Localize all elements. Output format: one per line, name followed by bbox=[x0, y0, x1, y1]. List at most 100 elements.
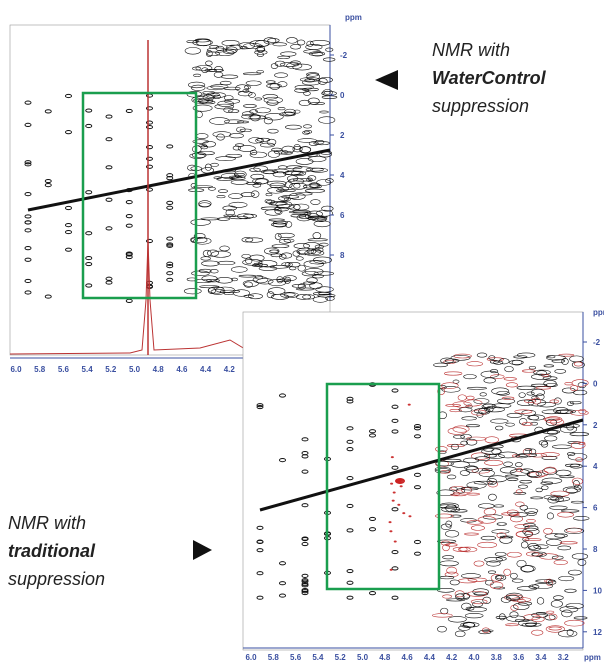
contour bbox=[567, 452, 588, 461]
peak bbox=[301, 541, 309, 547]
contour bbox=[312, 232, 322, 240]
contour bbox=[452, 425, 470, 433]
contour bbox=[481, 627, 490, 633]
contour bbox=[318, 116, 336, 124]
contour bbox=[305, 167, 324, 172]
contour bbox=[235, 84, 249, 92]
contour bbox=[442, 544, 450, 552]
contour bbox=[509, 611, 519, 618]
contour bbox=[266, 83, 282, 89]
peak bbox=[369, 433, 376, 438]
x-tick-label: 4.4 bbox=[424, 653, 436, 662]
x-tick-label: 3.6 bbox=[513, 653, 525, 662]
contour bbox=[549, 399, 560, 404]
peak bbox=[390, 456, 394, 459]
peak bbox=[166, 261, 174, 266]
contour bbox=[470, 452, 491, 460]
contour bbox=[543, 364, 555, 368]
contour bbox=[239, 46, 248, 50]
contour bbox=[482, 596, 492, 604]
contour bbox=[524, 508, 539, 514]
contour bbox=[573, 361, 583, 367]
contour bbox=[505, 382, 518, 388]
contour bbox=[232, 145, 241, 151]
contour bbox=[540, 452, 560, 458]
contour bbox=[224, 98, 241, 104]
peak bbox=[256, 525, 264, 530]
contour bbox=[559, 425, 578, 434]
contour bbox=[442, 594, 453, 599]
contour bbox=[255, 107, 271, 114]
contour bbox=[531, 616, 545, 623]
contour bbox=[554, 368, 567, 374]
peak bbox=[346, 580, 354, 585]
x-tick-label: 5.2 bbox=[335, 653, 347, 662]
contour bbox=[450, 486, 466, 491]
contour bbox=[250, 149, 258, 156]
contour bbox=[480, 535, 497, 541]
contour bbox=[232, 289, 250, 297]
contour bbox=[445, 404, 461, 407]
peak bbox=[408, 515, 412, 518]
contour bbox=[544, 416, 563, 424]
contour bbox=[229, 133, 244, 139]
contour bbox=[447, 616, 467, 623]
contour bbox=[290, 44, 302, 50]
peak bbox=[24, 191, 32, 197]
peak bbox=[391, 566, 399, 571]
peak bbox=[146, 145, 153, 150]
contour bbox=[279, 62, 299, 67]
peak bbox=[85, 123, 93, 129]
contour bbox=[532, 583, 553, 589]
contour bbox=[277, 232, 295, 239]
peak bbox=[85, 231, 93, 236]
x-tick-label: 4.6 bbox=[402, 653, 414, 662]
contour bbox=[258, 266, 278, 271]
contour bbox=[295, 192, 313, 196]
peak bbox=[65, 205, 72, 211]
contour bbox=[267, 128, 279, 134]
contour bbox=[210, 288, 226, 295]
x-tick-label: 6.0 bbox=[245, 653, 257, 662]
contour bbox=[568, 569, 582, 576]
contour bbox=[497, 398, 516, 404]
contour bbox=[187, 81, 206, 89]
contour bbox=[322, 89, 333, 97]
contour bbox=[561, 609, 573, 618]
peak bbox=[24, 290, 32, 295]
contour bbox=[283, 275, 297, 282]
contour bbox=[202, 140, 216, 148]
contour bbox=[450, 514, 462, 518]
contour bbox=[303, 124, 312, 129]
contour bbox=[558, 353, 575, 357]
contour bbox=[206, 51, 220, 57]
contour bbox=[450, 493, 467, 497]
peak bbox=[346, 396, 354, 401]
contour bbox=[436, 489, 455, 497]
contour bbox=[543, 379, 557, 387]
contour bbox=[464, 613, 484, 619]
contour bbox=[553, 595, 564, 601]
contour bbox=[222, 48, 237, 54]
contour bbox=[256, 278, 274, 285]
peak bbox=[146, 238, 153, 244]
peak bbox=[125, 254, 133, 260]
contour bbox=[323, 90, 331, 95]
contour bbox=[540, 481, 554, 485]
contour bbox=[524, 448, 533, 452]
contour bbox=[441, 506, 461, 513]
contour bbox=[307, 175, 317, 181]
peak bbox=[391, 418, 399, 423]
contour bbox=[245, 181, 262, 185]
contour bbox=[262, 94, 278, 100]
contour bbox=[216, 195, 226, 199]
contour bbox=[313, 141, 330, 146]
contour bbox=[446, 566, 458, 575]
contour bbox=[212, 94, 221, 100]
contour bbox=[486, 560, 501, 567]
contour bbox=[312, 256, 332, 264]
peak bbox=[301, 469, 309, 474]
contour bbox=[249, 151, 268, 159]
contour bbox=[536, 597, 545, 605]
